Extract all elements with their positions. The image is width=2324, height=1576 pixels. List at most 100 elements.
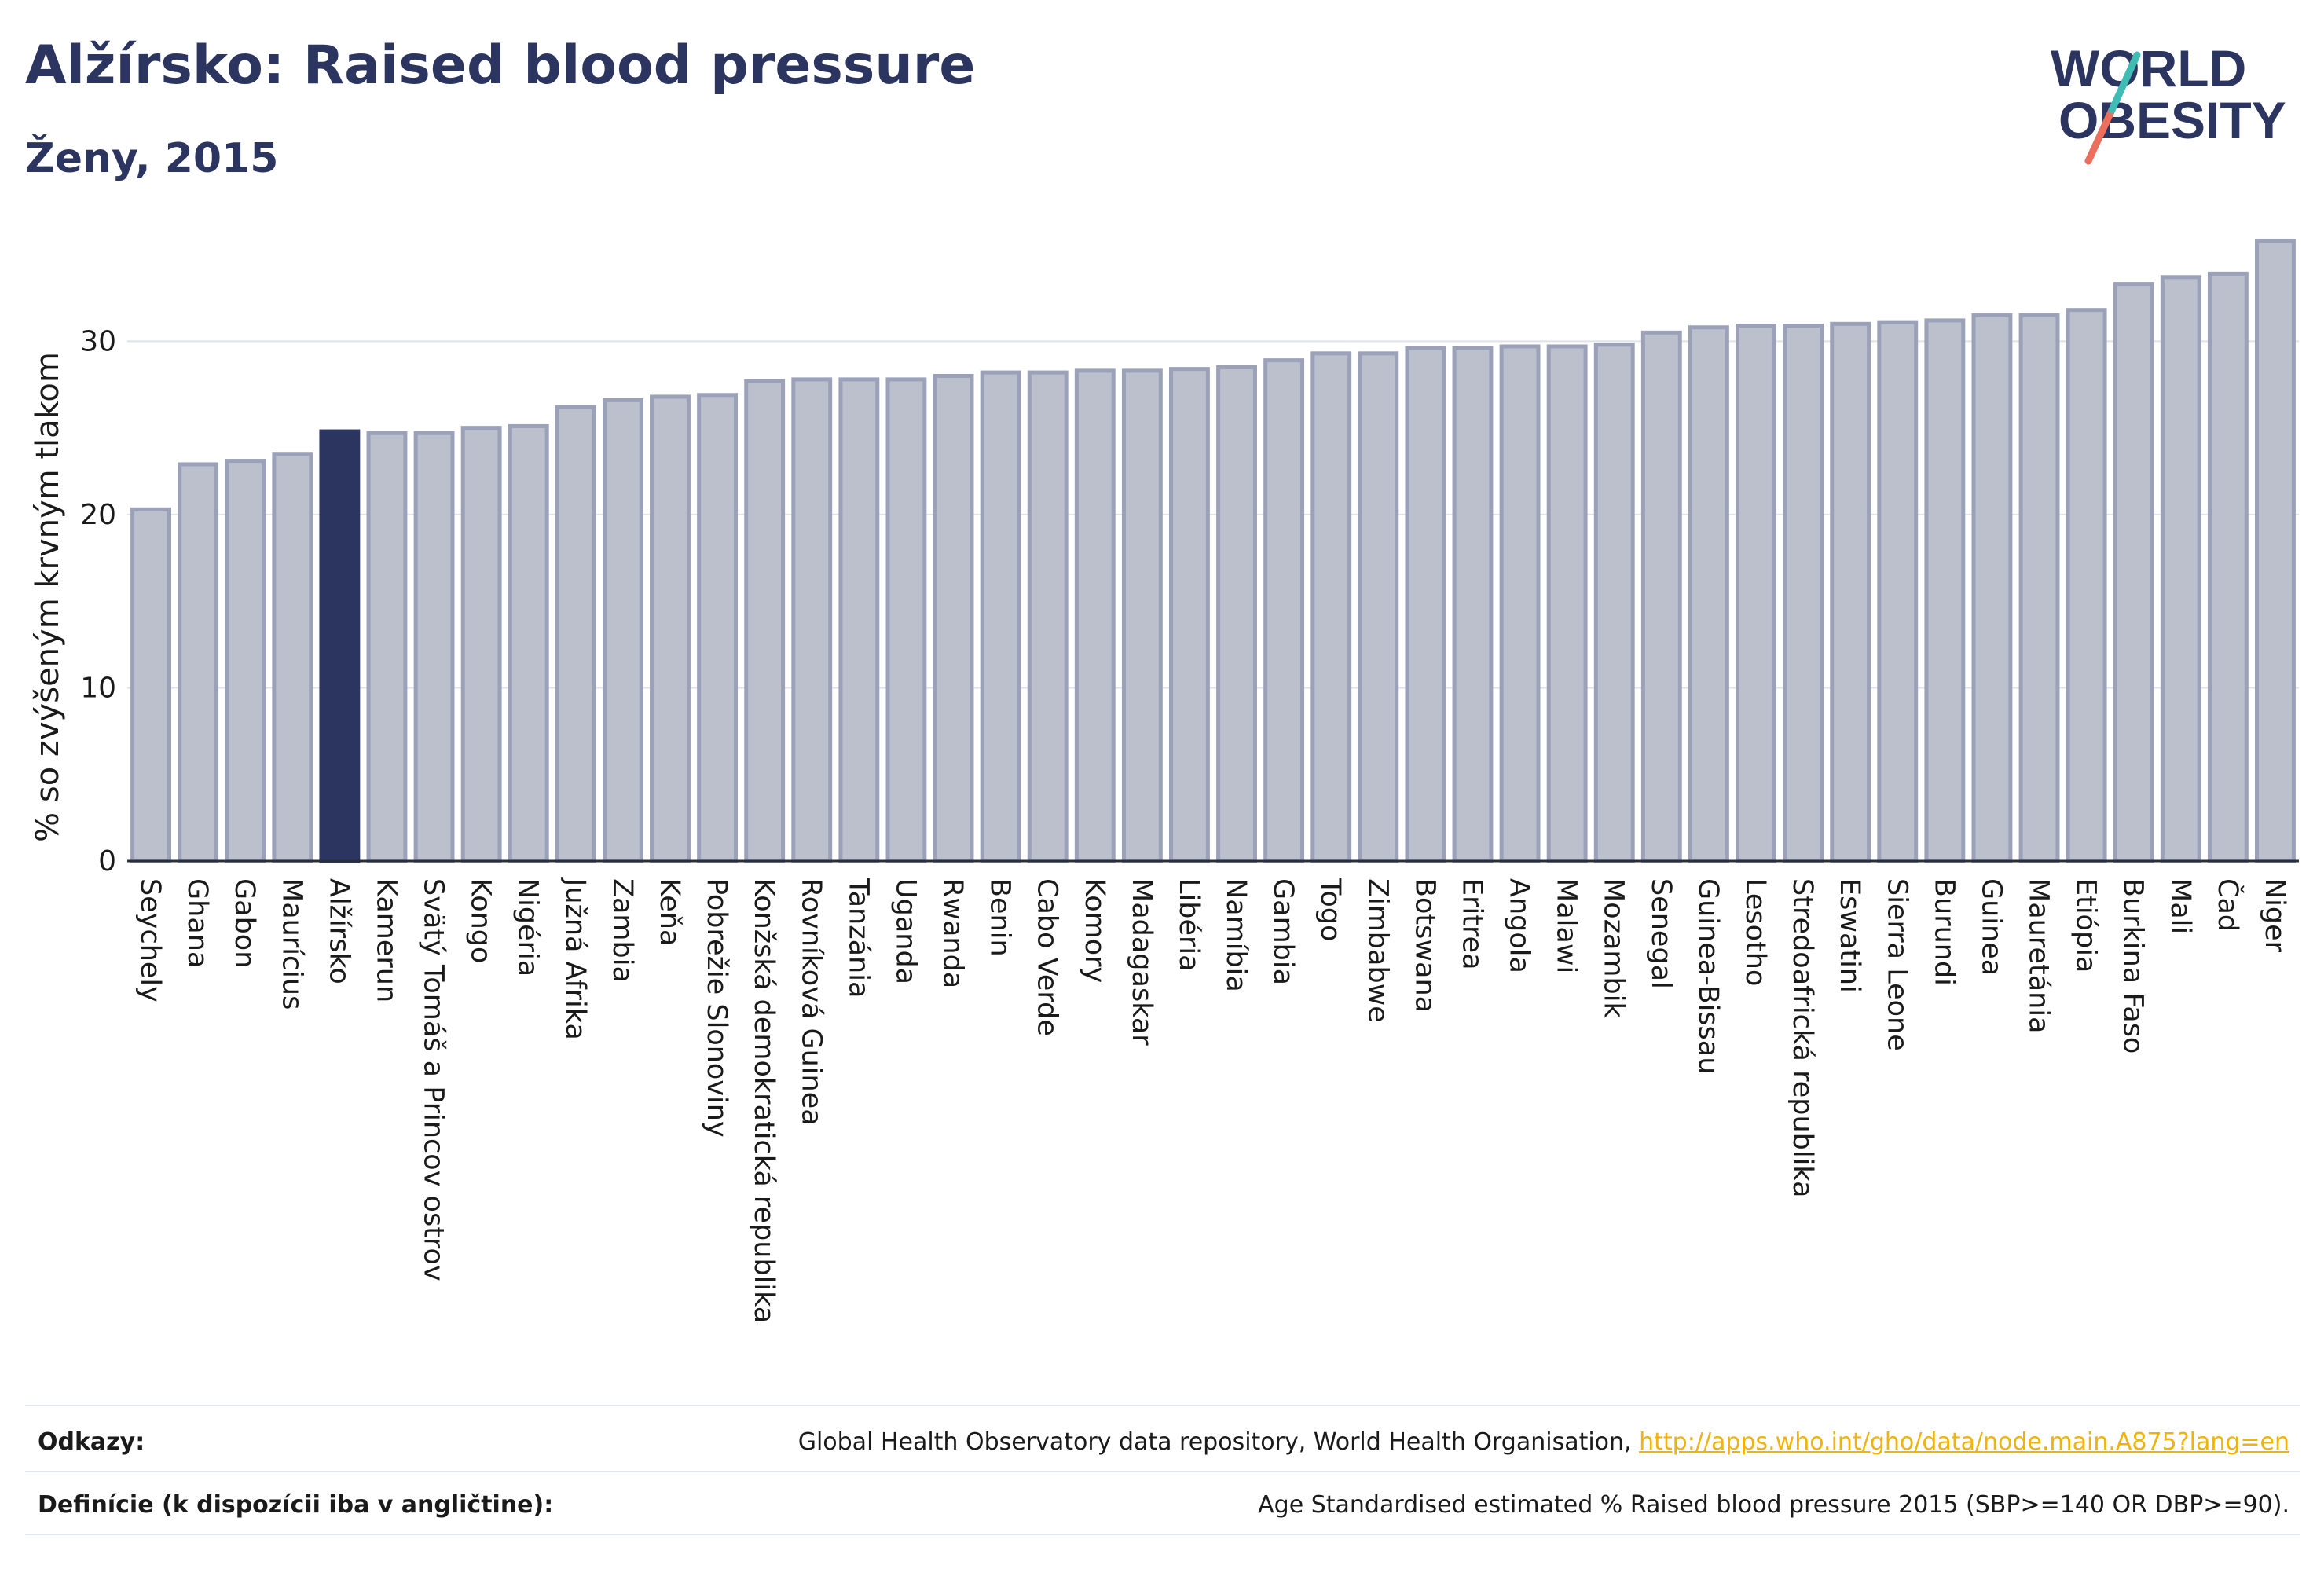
bar [130, 507, 171, 863]
bar [1121, 368, 1163, 863]
bar [980, 370, 1021, 863]
footer-divider-top [25, 1405, 2300, 1406]
x-tick-label: Stredoafrická republika [1787, 878, 1818, 1197]
definitions-value: Age Standardised estimated % Raised bloo… [1258, 1491, 2289, 1519]
x-tick-label: Gabon [229, 878, 260, 968]
x-tick-label: Južná Afrika [559, 877, 591, 1040]
y-tick-label: 30 [80, 325, 116, 357]
page-subtitle: Ženy, 2015 [25, 135, 279, 182]
footer-definitions: Definície (k dispozícii iba v angličtine… [38, 1491, 2289, 1523]
bar [1499, 344, 1541, 863]
references-text: Global Health Observatory data repositor… [797, 1428, 1632, 1456]
world-obesity-logo: WORLD OBESITY [2051, 39, 2286, 165]
x-tick-label: Malawi [1551, 878, 1582, 973]
bar [1736, 324, 1776, 863]
bar [1169, 367, 1210, 863]
bar [1216, 365, 1257, 863]
x-tick-label: Togo [1314, 878, 1346, 941]
bar [2113, 282, 2154, 863]
bar [555, 405, 596, 863]
x-tick-label: Angola [1504, 878, 1535, 973]
x-tick-label: Guinea [1975, 878, 2007, 976]
x-tick-label: Madagaskar [1126, 878, 1157, 1046]
x-tick-label: Senegal [1645, 878, 1677, 989]
bar [838, 377, 880, 863]
bar [1027, 370, 1069, 863]
bar-chart: 0 10 20 30 Seychely Ghana Gabon Maurícius Alžír… [30, 238, 2299, 1323]
bar [650, 394, 691, 863]
logo-slash-coral [2084, 106, 2116, 165]
x-tick-label: Svätý Tomáš a Princov ostrov [418, 878, 449, 1281]
bar [1310, 351, 1352, 863]
bar [1688, 325, 1729, 863]
bar [366, 431, 408, 863]
x-tick-label: Mali [2165, 878, 2196, 934]
bar [2207, 271, 2249, 863]
definitions-label: Definície (k dispozícii iba v angličtine… [38, 1491, 554, 1519]
bar [1074, 368, 1116, 863]
bar [508, 423, 549, 863]
bar [1877, 320, 1919, 863]
x-tick-label: Konžská demokratická republika [748, 878, 779, 1323]
x-tick-label: Etiópia [2070, 878, 2102, 973]
bar [1263, 358, 1305, 863]
x-tick-label: Seychely [134, 878, 166, 1002]
x-tick-label: Mozambik [1598, 878, 1629, 1018]
bar [272, 452, 313, 863]
page-title: Alžírsko: Raised blood pressure [25, 35, 976, 97]
x-tick-label: Komory [1079, 878, 1110, 983]
bar [1924, 318, 1966, 863]
bar [1405, 346, 1446, 863]
bar [2066, 308, 2107, 863]
bars [130, 238, 2296, 863]
references-label: Odkazy: [38, 1428, 145, 1456]
bar [225, 459, 266, 863]
y-tick-label: 20 [80, 499, 116, 531]
logo-line1: WORLD [2051, 39, 2246, 97]
references-value: Global Health Observatory data repositor… [798, 1428, 2289, 1456]
bar [1593, 343, 1635, 863]
references-link[interactable]: http://apps.who.int/gho/data/node.main.A… [1639, 1428, 2289, 1456]
x-tick-label: Sierra Leone [1881, 878, 1912, 1051]
bar [2255, 238, 2296, 863]
x-tick-label: Keňa [654, 878, 685, 946]
bar [178, 462, 219, 863]
x-tick-label: Čad [2212, 878, 2245, 932]
bar [602, 398, 643, 863]
x-tick-label: Tanzánia [842, 878, 874, 998]
x-tick-label: Guinea-Bissau [1692, 878, 1724, 1074]
x-tick-label: Rwanda [937, 878, 969, 988]
x-tick-label: Gambia [1267, 878, 1299, 985]
bar [460, 426, 502, 863]
x-tick-label: Libéria [1173, 878, 1204, 972]
x-tick-label: Zambia [607, 878, 638, 983]
x-tick-label: Niger [2259, 878, 2290, 953]
footer-divider-bottom [25, 1534, 2300, 1535]
bar [1783, 324, 1824, 863]
bar [1971, 313, 2013, 863]
footer-references: Odkazy: Global Health Observatory data r… [38, 1428, 2289, 1460]
y-axis-label: % so zvýšeným krvným tlakom [30, 352, 66, 842]
bar [1452, 346, 1494, 863]
x-tick-label: Eritrea [1456, 878, 1487, 970]
bar [1546, 344, 1588, 863]
footer-divider-middle [25, 1471, 2300, 1472]
x-tick-label: Botswana [1409, 878, 1440, 1013]
bar [744, 379, 786, 863]
x-tick-label: Lesotho [1739, 878, 1771, 986]
bar [2160, 275, 2201, 863]
x-tick-label: Ghana [181, 878, 213, 968]
bar [2018, 313, 2060, 863]
x-tick-label: Namíbia [1220, 878, 1252, 992]
x-tick-label: Kamerun [370, 878, 401, 1002]
bar [1640, 330, 1682, 863]
x-tick-label: Nigéria [512, 878, 544, 977]
bar [885, 377, 927, 863]
x-tick-label: Pobrežie Slonoviny [701, 878, 732, 1138]
axes: 0 10 20 30 [80, 325, 2299, 878]
x-tick-label: Alžírsko [323, 878, 354, 984]
bar-highlight [319, 429, 361, 863]
bar [791, 377, 833, 863]
x-tick-label: Uganda [889, 878, 921, 984]
x-tick-label: Zimbabwe [1362, 878, 1393, 1023]
